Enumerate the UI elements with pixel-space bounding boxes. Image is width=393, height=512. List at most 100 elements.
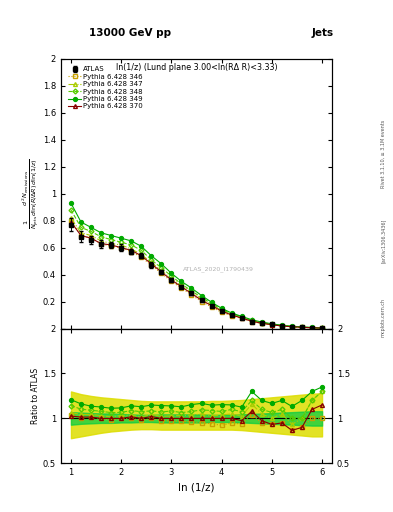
Pythia 6.428 349 [290,323,294,329]
Pythia 6.428 347 [229,311,234,317]
Pythia 6.428 346 [229,313,234,319]
Legend: ATLAS, Pythia 6.428 346, Pythia 6.428 347, Pythia 6.428 348, Pythia 6.428 349, P: ATLAS, Pythia 6.428 346, Pythia 6.428 34… [67,65,144,111]
Pythia 6.428 346 [270,322,274,328]
Pythia 6.428 348 [139,247,143,253]
Pythia 6.428 346 [290,324,294,330]
Pythia 6.428 370 [239,315,244,321]
Pythia 6.428 346 [109,243,114,249]
Pythia 6.428 349 [129,238,134,244]
Pythia 6.428 346 [199,298,204,305]
Pythia 6.428 348 [69,207,73,213]
Pythia 6.428 347 [129,246,134,252]
Pythia 6.428 349 [219,305,224,311]
Pythia 6.428 370 [299,324,304,330]
Pythia 6.428 370 [89,235,94,241]
Pythia 6.428 347 [99,238,103,244]
Pythia 6.428 370 [259,320,264,326]
Pythia 6.428 347 [169,275,174,282]
Pythia 6.428 348 [229,311,234,317]
Pythia 6.428 347 [79,230,83,236]
Pythia 6.428 370 [139,252,143,259]
Pythia 6.428 348 [109,237,114,243]
Pythia 6.428 347 [310,325,314,331]
Pythia 6.428 349 [279,322,284,328]
Pythia 6.428 346 [239,315,244,322]
Pythia 6.428 346 [139,254,143,260]
Pythia 6.428 349 [99,230,103,236]
Pythia 6.428 347 [219,307,224,313]
Pythia 6.428 346 [159,270,164,276]
Text: ln(1/z) (Lund plane 3.00<ln(RΔ R)<3.33): ln(1/z) (Lund plane 3.00<ln(RΔ R)<3.33) [116,63,277,72]
Pythia 6.428 370 [279,323,284,329]
Pythia 6.428 346 [69,218,73,224]
Pythia 6.428 347 [179,282,184,288]
Pythia 6.428 349 [189,285,194,291]
Pythia 6.428 346 [250,318,254,325]
Pythia 6.428 347 [270,322,274,328]
Pythia 6.428 347 [159,267,164,273]
Text: Rivet 3.1.10, ≥ 3.1M events: Rivet 3.1.10, ≥ 3.1M events [381,119,386,188]
Pythia 6.428 370 [179,284,184,290]
Pythia 6.428 347 [279,323,284,329]
Pythia 6.428 370 [209,303,214,309]
Pythia 6.428 349 [169,270,174,276]
Line: Pythia 6.428 346: Pythia 6.428 346 [69,219,324,330]
Pythia 6.428 349 [149,252,154,259]
Pythia 6.428 349 [239,313,244,319]
Pythia 6.428 346 [310,325,314,331]
Pythia 6.428 347 [139,251,143,258]
Pythia 6.428 348 [279,323,284,329]
Pythia 6.428 346 [259,321,264,327]
Pythia 6.428 347 [239,314,244,321]
Pythia 6.428 349 [259,319,264,325]
Y-axis label: $\frac{1}{N_\mathrm{jets}}\frac{d^2 N_\mathrm{emissions}}{d\ln(R/\Delta R)\,d\ln: $\frac{1}{N_\mathrm{jets}}\frac{d^2 N_\m… [21,158,41,229]
Pythia 6.428 346 [299,324,304,330]
Pythia 6.428 348 [169,273,174,279]
Pythia 6.428 348 [320,325,324,331]
Pythia 6.428 348 [270,321,274,327]
Pythia 6.428 348 [219,307,224,313]
Pythia 6.428 346 [209,304,214,310]
Pythia 6.428 370 [270,322,274,328]
Pythia 6.428 347 [69,215,73,221]
Pythia 6.428 370 [219,308,224,314]
Pythia 6.428 347 [199,296,204,302]
Pythia 6.428 348 [310,325,314,331]
Pythia 6.428 348 [129,242,134,248]
Text: [arXiv:1306.3436]: [arXiv:1306.3436] [381,219,386,263]
Pythia 6.428 349 [79,219,83,225]
Pythia 6.428 370 [99,241,103,247]
Pythia 6.428 346 [129,249,134,255]
Pythia 6.428 348 [250,317,254,324]
Text: ATLAS_2020_I1790439: ATLAS_2020_I1790439 [183,266,254,272]
Text: 13000 GeV pp: 13000 GeV pp [89,28,171,38]
Pythia 6.428 347 [109,241,114,247]
Pythia 6.428 349 [139,243,143,249]
Pythia 6.428 370 [310,325,314,331]
Pythia 6.428 370 [79,232,83,239]
Pythia 6.428 347 [299,324,304,330]
Pythia 6.428 348 [259,319,264,326]
Pythia 6.428 346 [279,323,284,329]
Pythia 6.428 348 [89,228,94,234]
Pythia 6.428 348 [299,324,304,330]
Pythia 6.428 370 [290,324,294,330]
Pythia 6.428 349 [69,200,73,206]
Pythia 6.428 346 [89,235,94,241]
Pythia 6.428 349 [89,224,94,230]
Pythia 6.428 346 [99,241,103,247]
Y-axis label: Ratio to ATLAS: Ratio to ATLAS [31,368,40,424]
Pythia 6.428 348 [159,265,164,271]
Pythia 6.428 348 [239,314,244,320]
Pythia 6.428 370 [119,245,123,251]
Pythia 6.428 370 [159,269,164,275]
Pythia 6.428 349 [209,299,214,305]
Pythia 6.428 347 [209,302,214,308]
Pythia 6.428 347 [149,260,154,266]
Pythia 6.428 348 [189,288,194,294]
Pythia 6.428 349 [310,325,314,331]
Pythia 6.428 370 [69,219,73,225]
Pythia 6.428 347 [320,325,324,331]
Line: Pythia 6.428 347: Pythia 6.428 347 [69,216,324,330]
Pythia 6.428 349 [299,324,304,330]
